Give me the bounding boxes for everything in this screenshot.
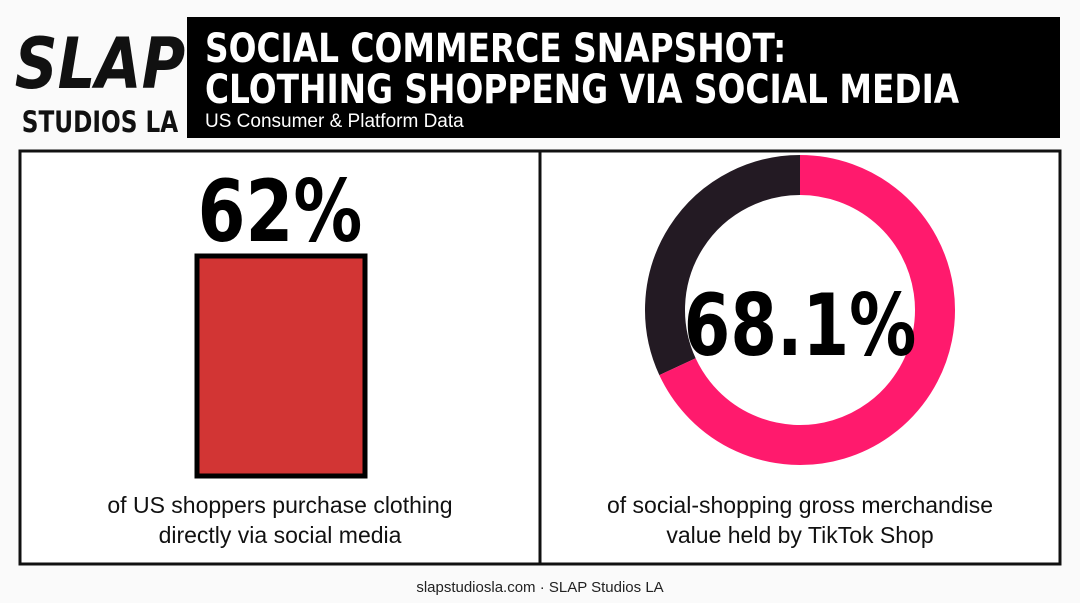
stat-caption: of social-shopping gross merchandise [607,492,993,518]
header-subtitle: US Consumer & Platform Data [205,111,464,132]
logo-top: SLAP [15,24,185,105]
stat-caption: value held by TikTok Shop [666,522,933,548]
header-title-line: CLOTHING SHOPPENG VIA SOCIAL MEDIA [205,66,960,113]
stat-label: 62% [198,163,363,262]
bar-box [194,253,368,479]
donut [645,155,955,465]
stat-label: 68.1% [684,276,917,376]
donut-rest [645,155,801,376]
stat-caption: of US shoppers purchase clothing [107,492,452,518]
logo-bottom: STUDIOS LA [22,107,179,140]
header-box [187,17,1060,138]
donut-share [659,155,955,465]
logo: SLAP STUDIOS LA [15,24,185,139]
stat-caption: directly via social media [159,522,402,548]
header-title-line: SOCIAL COMMERCE SNAPSHOT: [205,25,786,72]
footer: slapstudiosla.com · SLAP Studios LA [416,579,663,596]
